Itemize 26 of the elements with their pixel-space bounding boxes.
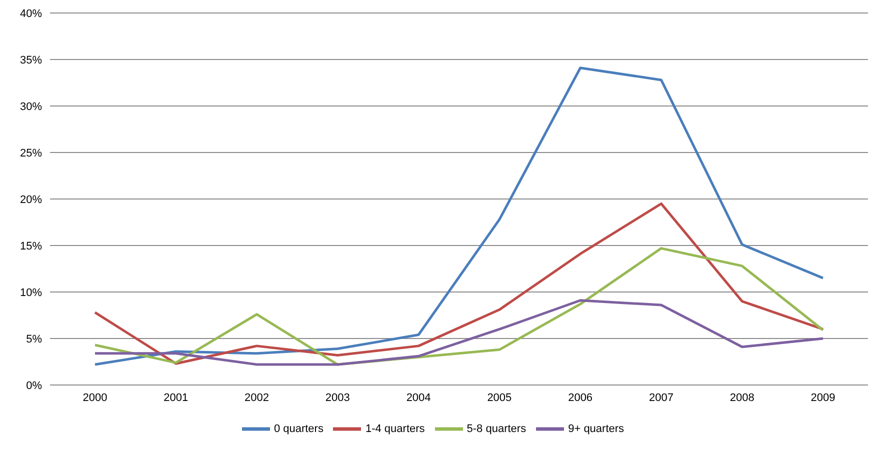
x-tick-label: 2000: [82, 392, 108, 404]
x-tick-label: 2002: [244, 392, 270, 404]
y-tick-label: 25%: [20, 147, 42, 160]
y-tick-label: 0%: [26, 380, 42, 392]
x-tick-label: 2001: [164, 392, 188, 404]
x-tick-label: 2003: [325, 392, 350, 404]
y-tick-label: 30%: [20, 100, 42, 113]
legend-label: 0 quarters: [274, 422, 324, 435]
line-series: [94, 66, 824, 366]
line-series: [94, 299, 824, 366]
x-tick-label: 2004: [406, 392, 431, 404]
y-tick-label: 40%: [20, 8, 42, 20]
y-tick-label: 35%: [20, 54, 42, 66]
y-tick-label: 10%: [20, 286, 42, 299]
x-tick-label: 2008: [730, 392, 754, 404]
x-tick-label: 2006: [568, 392, 593, 404]
line-series: [94, 202, 824, 365]
legend-label: 1-4 quarters: [365, 422, 425, 435]
x-tick-label: 2005: [487, 392, 512, 404]
x-tick-label: 2007: [648, 392, 674, 404]
y-tick-label: 20%: [20, 194, 42, 206]
legend-label: 9+ quarters: [568, 422, 624, 435]
y-tick-label: 5%: [26, 333, 42, 346]
y-tick-label: 15%: [20, 240, 42, 252]
x-tick-label: 2009: [810, 392, 836, 404]
legend-label: 5-8 quarters: [466, 422, 526, 435]
